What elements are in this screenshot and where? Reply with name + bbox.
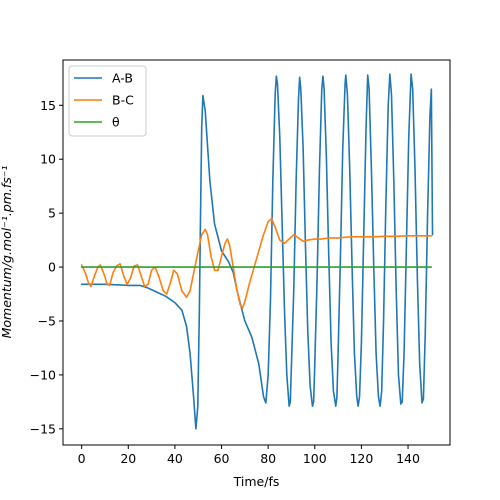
x-tick-label: 120	[349, 451, 373, 466]
y-tick-label: 15	[40, 98, 56, 113]
y-tick-label: −10	[30, 367, 56, 382]
y-tick-label: 10	[40, 152, 56, 167]
legend-label-2: B-C	[112, 93, 134, 108]
x-tick-label: 80	[260, 451, 276, 466]
legend-box	[68, 65, 147, 137]
x-tick-label: 40	[167, 451, 183, 466]
y-tick-label: −5	[38, 313, 56, 328]
y-axis-label: Momentum/g.mol⁻¹.pm.fs⁻¹	[0, 166, 14, 339]
series-line-2	[80, 217, 433, 309]
y-tick-label: −15	[30, 421, 56, 436]
y-tick-label: 0	[48, 260, 56, 275]
x-tick-label: 20	[120, 451, 136, 466]
x-axis: 0 20 40 60 80 100 120 140	[78, 445, 420, 466]
y-tick-label: 5	[48, 206, 56, 221]
legend: A-B B-C θ	[68, 65, 147, 137]
series-line-1	[80, 73, 434, 430]
x-tick-label: 60	[214, 451, 230, 466]
x-tick-label: 0	[78, 451, 86, 466]
x-axis-label: Time/fs	[233, 474, 280, 489]
plot-frame	[62, 59, 451, 446]
x-tick-label: 100	[303, 451, 327, 466]
legend-label-1: A-B	[112, 71, 133, 86]
series-layer	[80, 73, 434, 430]
x-tick-label: 140	[396, 451, 420, 466]
y-axis: −15 −10 −5 0 5 10 15	[30, 98, 63, 436]
legend-label-3: θ	[112, 115, 120, 130]
